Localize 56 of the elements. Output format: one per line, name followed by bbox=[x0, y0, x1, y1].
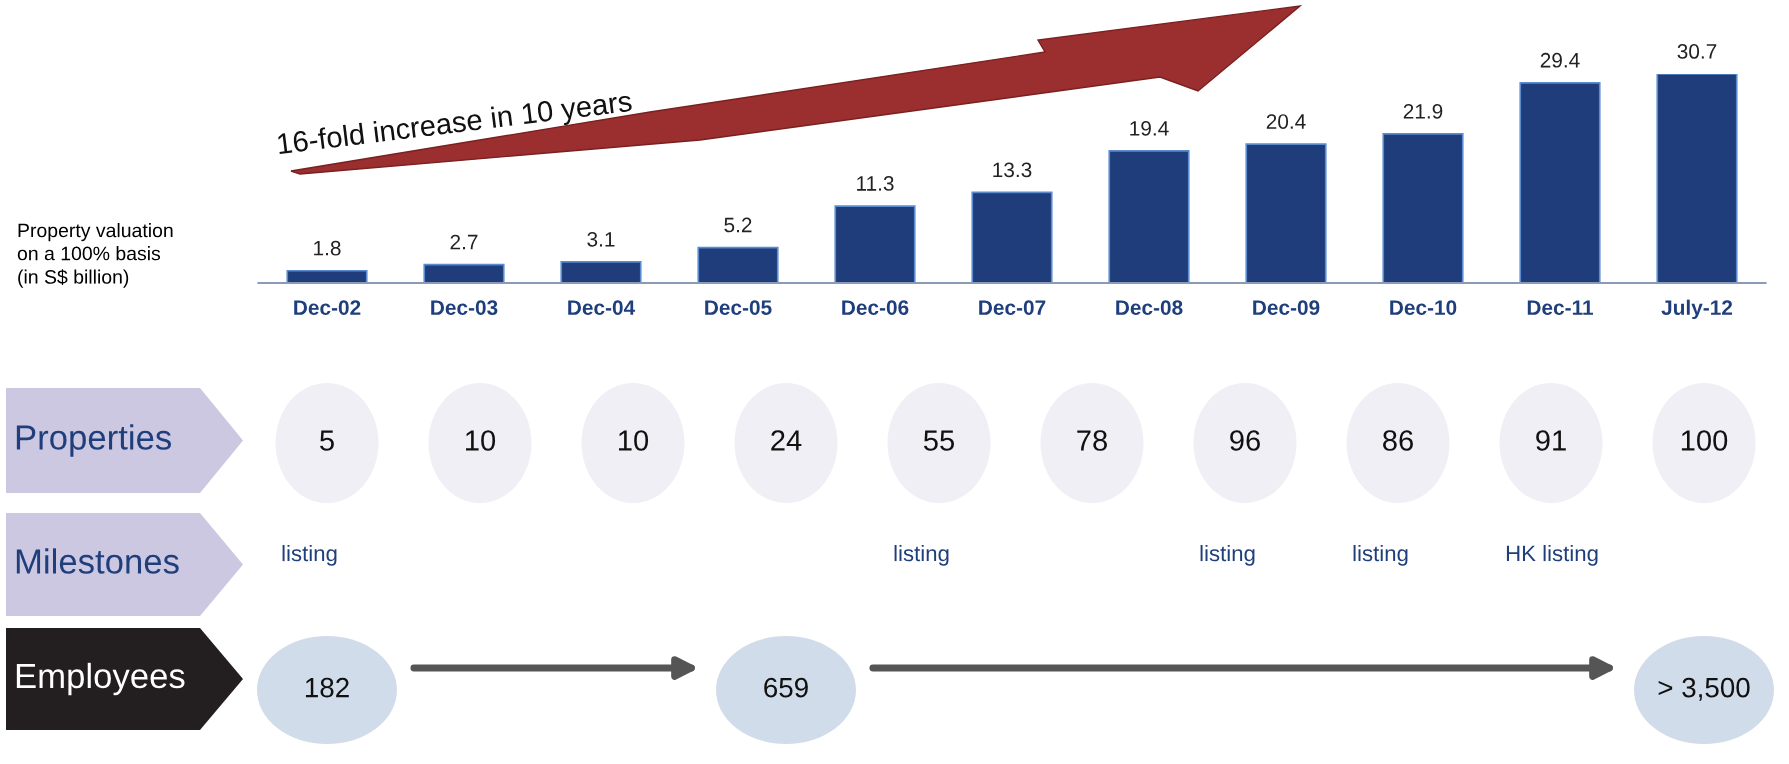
data-label: 21.9 bbox=[1403, 103, 1443, 119]
data-label: 19.4 bbox=[1130, 120, 1169, 136]
x-tick-label: Dec-07 bbox=[979, 300, 1046, 315]
data-label: 55 bbox=[923, 430, 954, 451]
data-label: 86 bbox=[1383, 430, 1413, 451]
bar bbox=[697, 246, 779, 283]
category-label: listing bbox=[894, 545, 949, 566]
data-label: 5 bbox=[320, 430, 334, 451]
data-label: 10 bbox=[619, 430, 649, 451]
data-label: 5.2 bbox=[724, 217, 752, 233]
x-tick-label: Dec-03 bbox=[431, 300, 498, 315]
bar bbox=[1108, 150, 1190, 283]
x-tick-label: Dec-02 bbox=[294, 300, 361, 315]
data-label: 10 bbox=[466, 430, 496, 451]
bar bbox=[971, 191, 1053, 283]
category-label: listing bbox=[1200, 545, 1255, 566]
text: Properties bbox=[16, 424, 171, 457]
data-label: 24 bbox=[771, 430, 802, 451]
data-label: 3.1 bbox=[587, 231, 615, 247]
x-tick-label: Dec-06 bbox=[842, 300, 909, 315]
data-label: 29.4 bbox=[1540, 52, 1580, 68]
data-label: 1.8 bbox=[314, 240, 341, 256]
x-tick-label: Dec-04 bbox=[568, 300, 636, 315]
data-label: > 3,500 bbox=[1658, 677, 1750, 701]
data-label: 182 bbox=[305, 677, 349, 698]
bar bbox=[423, 263, 505, 283]
category-label: HK listing bbox=[1506, 545, 1598, 566]
x-tick-label: Dec-09 bbox=[1253, 300, 1320, 315]
bar bbox=[286, 269, 368, 283]
category-label: listing bbox=[282, 545, 337, 566]
data-label: 96 bbox=[1230, 430, 1260, 451]
bar bbox=[1519, 82, 1601, 283]
data-label: 30.7 bbox=[1677, 44, 1717, 59]
text: Employees bbox=[16, 662, 185, 696]
data-label: 11.3 bbox=[857, 176, 894, 191]
data-label: 78 bbox=[1077, 430, 1107, 451]
category-label: listing bbox=[1353, 545, 1408, 566]
bar bbox=[1382, 133, 1464, 283]
data-label: 100 bbox=[1681, 430, 1728, 451]
y-axis-title: Property valuation on a 100% basis (in S$ billion) bbox=[17, 223, 173, 288]
annotation: 16-fold increase in 10 years bbox=[277, 89, 633, 161]
x-tick-label: Dec-10 bbox=[1390, 300, 1457, 315]
data-label: 13.3 bbox=[993, 162, 1032, 178]
x-tick-label: Dec-08 bbox=[1116, 300, 1183, 315]
bar bbox=[560, 261, 642, 283]
text: Milestones bbox=[16, 548, 179, 574]
x-tick-label: Dec-05 bbox=[705, 300, 772, 315]
bar bbox=[834, 205, 916, 283]
data-label: 2.7 bbox=[450, 234, 478, 250]
bar bbox=[1656, 74, 1738, 283]
x-tick-label: Dec-11 bbox=[1527, 300, 1594, 315]
x-tick-label: July-12 bbox=[1661, 299, 1733, 320]
bar bbox=[1245, 143, 1327, 283]
data-label: 20.4 bbox=[1266, 114, 1306, 129]
data-label: 659 bbox=[764, 677, 808, 698]
data-label: 91 bbox=[1536, 430, 1566, 451]
